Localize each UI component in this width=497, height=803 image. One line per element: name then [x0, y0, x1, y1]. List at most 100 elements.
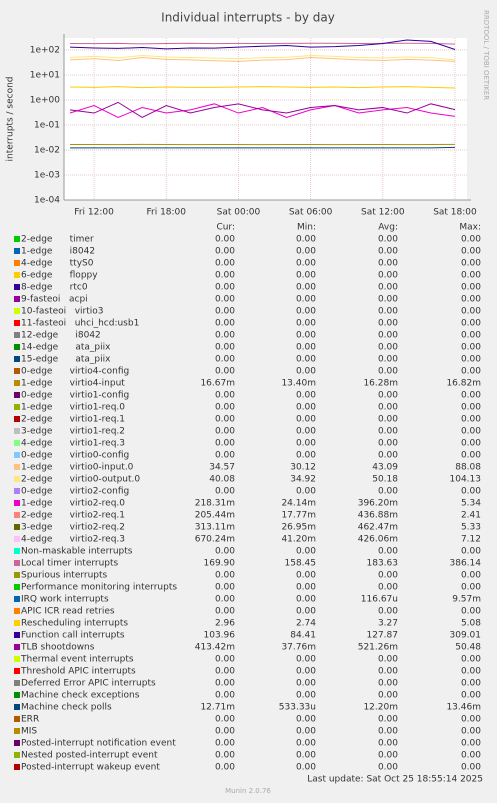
legend-stat: 0.00 — [215, 331, 235, 341]
legend-stat: 12.71m — [200, 703, 235, 713]
legend-stat: 0.00 — [461, 439, 481, 449]
legend-swatch — [14, 620, 20, 626]
legend-stat: 0.00 — [461, 451, 481, 461]
legend-stat: 0.00 — [378, 235, 398, 245]
legend-stat: 0.00 — [378, 391, 398, 401]
legend-stat: 0.00 — [461, 547, 481, 557]
legend-stat: 13.46m — [446, 703, 481, 713]
legend-stat: 30.12 — [290, 463, 316, 473]
legend-label: 8-edge rtc0 — [21, 283, 88, 293]
legend-stat: 0.00 — [461, 367, 481, 377]
legend-stat: 0.00 — [378, 439, 398, 449]
legend-stat: 0.00 — [215, 415, 235, 425]
legend-stat: 0.00 — [378, 751, 398, 761]
legend-stat: 0.00 — [296, 451, 316, 461]
legend-stat: 0.00 — [296, 283, 316, 293]
legend-stat: 0.00 — [296, 571, 316, 581]
legend-swatch — [14, 536, 20, 542]
legend-stat: 0.00 — [215, 751, 235, 761]
x-tick-label: Sat 18:00 — [433, 208, 477, 218]
legend-stat: 0.00 — [296, 763, 316, 773]
legend-stat: 0.00 — [461, 283, 481, 293]
legend-stat: 0.00 — [215, 247, 235, 257]
legend-stat: 0.00 — [378, 571, 398, 581]
legend-stat: 0.00 — [378, 247, 398, 257]
legend-stat: 0.00 — [378, 319, 398, 329]
legend-stat: 9.57m — [452, 595, 481, 605]
legend-stat: 0.00 — [378, 715, 398, 725]
legend-swatch — [14, 440, 20, 446]
legend-stat: 462.47m — [358, 523, 398, 533]
legend-stat: 396.20m — [358, 499, 398, 509]
legend-stat: 0.00 — [215, 727, 235, 737]
legend-label: 9-fasteoi acpi — [21, 295, 88, 305]
legend-stat: 0.00 — [296, 271, 316, 281]
legend-label: 11-fasteoi uhci_hcd:usb1 — [21, 319, 139, 329]
legend-label: Performance monitoring interrupts — [21, 583, 177, 593]
legend-stat: 0.00 — [296, 607, 316, 617]
legend-stat: 0.00 — [215, 439, 235, 449]
legend-swatch — [14, 344, 20, 350]
legend-header: Max: — [459, 223, 481, 233]
legend-stat: 88.08 — [455, 463, 481, 473]
legend-stat: 0.00 — [296, 367, 316, 377]
legend-stat: 0.00 — [215, 679, 235, 689]
legend-stat: 116.67u — [361, 595, 398, 605]
legend-stat: 0.00 — [461, 307, 481, 317]
legend-label: APIC ICR read retries — [21, 607, 115, 617]
legend-stat: 7.12 — [461, 535, 481, 545]
legend-stat: 0.00 — [378, 355, 398, 365]
legend-stat: 0.00 — [461, 763, 481, 773]
legend-label: 3-edge virtio1-req.2 — [21, 427, 125, 437]
legend-stat: 0.00 — [296, 655, 316, 665]
x-tick-label: Fri 18:00 — [146, 208, 186, 218]
legend-label: 2-edge timer — [21, 235, 94, 245]
legend-stat: 0.00 — [378, 295, 398, 305]
legend-stat: 0.00 — [296, 547, 316, 557]
legend-label: 3-edge virtio2-req.2 — [21, 523, 125, 533]
legend-swatch — [14, 512, 20, 518]
legend-swatch — [14, 404, 20, 410]
legend-stat: 0.00 — [215, 739, 235, 749]
legend-stat: 0.00 — [296, 259, 316, 269]
legend-label: Rescheduling interrupts — [21, 619, 128, 629]
legend-swatch — [14, 308, 20, 314]
legend-swatch — [14, 596, 20, 602]
y-tick-label: 1e-02 — [34, 145, 60, 155]
legend-stat: 26.95m — [281, 523, 316, 533]
legend-stat: 0.00 — [378, 487, 398, 497]
legend-swatch — [14, 680, 20, 686]
legend-swatch — [14, 452, 20, 458]
legend-stat: 386.14 — [450, 559, 482, 569]
legend-stat: 2.41 — [461, 511, 481, 521]
legend-stat: 16.67m — [200, 379, 235, 389]
legend-stat: 0.00 — [378, 655, 398, 665]
legend-label: Thermal event interrupts — [20, 655, 134, 665]
x-tick-label: Sat 06:00 — [289, 208, 333, 218]
x-tick-label: Sat 12:00 — [361, 208, 405, 218]
legend-stat: 0.00 — [461, 403, 481, 413]
legend-stat: 0.00 — [378, 271, 398, 281]
legend-stat: 84.41 — [290, 631, 316, 641]
legend-swatch — [14, 716, 20, 722]
legend-stat: 0.00 — [215, 547, 235, 557]
legend-stat: 0.00 — [461, 679, 481, 689]
legend-stat: 3.27 — [378, 619, 398, 629]
legend-swatch — [14, 500, 20, 506]
legend-stat: 0.00 — [215, 259, 235, 269]
series-line — [69, 54, 456, 61]
legend-label: 1-edge virtio2-req.0 — [21, 499, 125, 509]
legend-stat: 521.26m — [358, 643, 398, 653]
legend-stat: 0.00 — [378, 667, 398, 677]
legend-stat: 0.00 — [215, 271, 235, 281]
legend-swatch — [14, 656, 20, 662]
legend-stat: 5.08 — [461, 619, 481, 629]
y-tick-label: 1e-01 — [34, 120, 60, 130]
legend-label: IRQ work interrupts — [21, 595, 109, 605]
legend-stat: 37.76m — [281, 643, 316, 653]
series-line — [69, 39, 456, 50]
series-line — [69, 56, 455, 62]
legend-stat: 0.00 — [461, 259, 481, 269]
legend-stat: 0.00 — [461, 487, 481, 497]
legend-stat: 50.48 — [455, 643, 481, 653]
